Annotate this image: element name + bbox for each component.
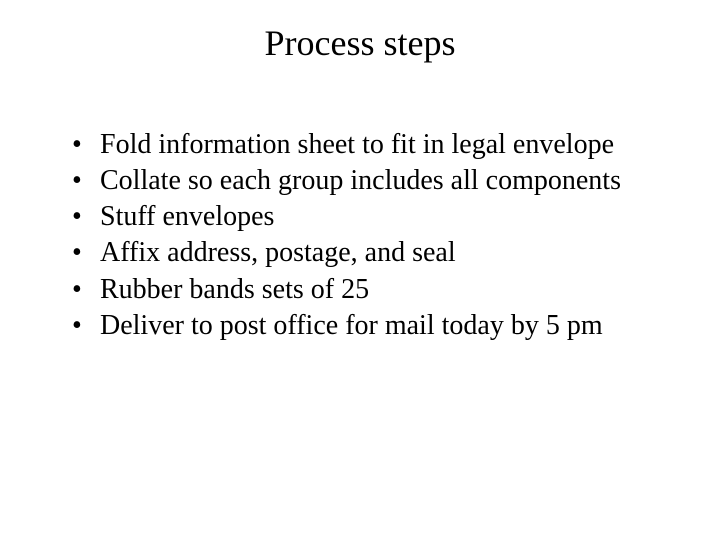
slide-title: Process steps <box>0 0 720 64</box>
slide: Process steps Fold information sheet to … <box>0 0 720 540</box>
slide-body: Fold information sheet to fit in legal e… <box>68 128 660 345</box>
list-item: Deliver to post office for mail today by… <box>68 309 660 343</box>
list-item: Fold information sheet to fit in legal e… <box>68 128 660 162</box>
list-item: Affix address, postage, and seal <box>68 236 660 270</box>
bullet-list: Fold information sheet to fit in legal e… <box>68 128 660 343</box>
list-item: Stuff envelopes <box>68 200 660 234</box>
list-item: Rubber bands sets of 25 <box>68 273 660 307</box>
list-item: Collate so each group includes all compo… <box>68 164 660 198</box>
